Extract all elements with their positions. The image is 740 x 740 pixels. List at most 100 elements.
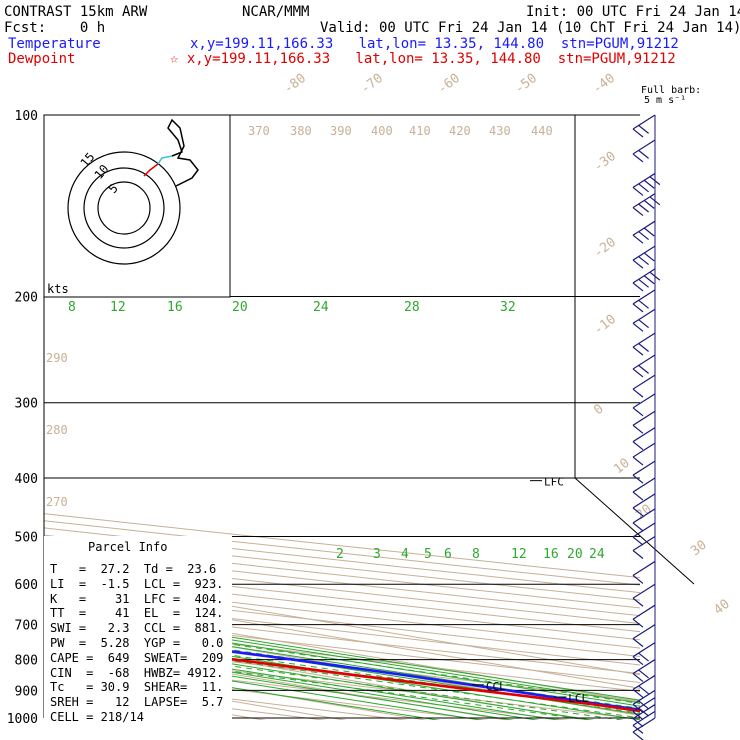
pressure-tick-label: 1000 xyxy=(7,712,38,727)
mixing-ratio-line xyxy=(44,626,640,720)
parcel-info-row: SWI = 2.3 CCL = 881. xyxy=(50,621,224,636)
theta-tick-label: 290 xyxy=(46,351,68,365)
temperature-tick-label: -50 xyxy=(512,71,540,97)
dewpoint-location: ☆ x,y=199.11,166.33 lat,lon= 13.35, 144.… xyxy=(170,51,676,67)
wind-barb xyxy=(632,410,656,434)
mixing-ratio-line xyxy=(44,607,640,701)
wind-barb xyxy=(632,535,656,559)
mixing-ratio-label: 16 xyxy=(167,300,183,315)
hodograph-trace-mid xyxy=(157,155,173,165)
wind-barb-flag xyxy=(632,368,644,378)
wind-barb-staff xyxy=(632,268,656,284)
wind-barb-flag xyxy=(632,688,644,698)
theta-tick-label: 400 xyxy=(371,124,393,138)
wind-barb-staff xyxy=(632,410,656,426)
pressure-tick-label: 400 xyxy=(15,472,38,487)
wind-barb-flag xyxy=(632,550,644,559)
level-label-lfc: LFC xyxy=(544,476,564,489)
dewpoint-legend: Dewpoint xyxy=(8,51,76,67)
center-name: NCAR/MMM xyxy=(242,4,310,20)
valid-time: Valid: 00 UTC Fri 24 Jan 14 (10 ChT Fri … xyxy=(320,20,740,36)
wind-barb-staff xyxy=(632,354,656,370)
wind-barb-flag xyxy=(632,282,644,292)
wind-barb xyxy=(632,717,656,740)
parcel-info-row: Tc = 30.9 SHEAR= 11. xyxy=(50,680,224,695)
mixing-ratio-label: 5 xyxy=(424,547,432,562)
parcel-info-title: Parcel Info xyxy=(88,540,168,554)
temperature-tick-label: 20 xyxy=(633,502,655,523)
wind-barb-staff xyxy=(632,659,656,675)
wind-barb xyxy=(632,354,656,378)
wind-barb-flag xyxy=(638,299,649,309)
parcel-info-row: TT = 41 EL = 124. xyxy=(50,606,224,621)
mixing-ratio-label: 20 xyxy=(232,300,248,315)
theta-tick-label: 430 xyxy=(489,124,511,138)
pressure-tick-label: 300 xyxy=(15,397,38,412)
dry-adiabat-line xyxy=(44,549,640,617)
wind-barb-flag xyxy=(632,441,644,451)
hodograph-frame xyxy=(43,114,231,298)
pressure-tick-label: 600 xyxy=(15,578,38,593)
theta-tick-label: 370 xyxy=(248,124,270,138)
pressure-tick-label: 700 xyxy=(15,619,38,634)
wind-barb-staff xyxy=(632,583,656,599)
wind-barb-flag xyxy=(632,303,644,313)
mixing-ratio-label: 28 xyxy=(404,300,420,315)
wind-barb-staff xyxy=(632,477,656,493)
dry-adiabat-line xyxy=(44,647,640,720)
temperature-tick-label: -30 xyxy=(591,149,619,175)
wind-barb-staff xyxy=(632,704,656,720)
dry-adiabat-line xyxy=(44,621,640,692)
pressure-tick-label: 100 xyxy=(15,109,38,124)
wind-barb xyxy=(632,508,656,532)
theta-tick-label: 380 xyxy=(290,124,312,138)
pressure-tick-label: 800 xyxy=(15,654,38,669)
wind-barb-flag xyxy=(632,731,644,740)
wind-barb-flag xyxy=(643,252,655,262)
wind-barb-flag xyxy=(632,259,644,269)
mixing-ratio-label: 20 xyxy=(567,547,583,562)
temperature-legend: Temperature xyxy=(8,36,101,52)
temperature-tick-label: 40 xyxy=(711,597,733,618)
wind-barb-flag xyxy=(632,128,644,138)
mixing-ratio-label: 12 xyxy=(511,547,527,562)
wind-barb xyxy=(632,659,656,683)
temperature-tick-label: -10 xyxy=(591,312,619,338)
parcel-info-row: CAPE = 649 SWEAT= 209 xyxy=(50,650,224,665)
wind-barb xyxy=(632,427,656,451)
hodograph-trace-low xyxy=(143,163,159,177)
wind-barb xyxy=(632,522,656,546)
wind-barb-flag xyxy=(632,522,644,532)
model-name: CONTRAST 15km ARW xyxy=(4,4,148,20)
wind-barb-flag xyxy=(632,186,644,196)
wind-barb-staff xyxy=(632,374,656,390)
wind-barb-flag xyxy=(649,196,661,206)
wind-barb-staff xyxy=(632,535,656,551)
mixing-ratio-label: 4 xyxy=(401,547,409,562)
wind-barb-staff xyxy=(632,393,656,409)
theta-tick-label: 440 xyxy=(531,124,553,138)
mixing-ratio-line xyxy=(44,642,540,720)
mixing-ratio-line xyxy=(44,657,441,720)
wind-barb xyxy=(632,268,661,292)
wind-barb-staff xyxy=(632,689,656,705)
dry-adiabat-line xyxy=(44,520,640,586)
wind-barb-flag xyxy=(632,638,644,648)
wind-barb-flag xyxy=(632,536,644,546)
theta-tick-label: 270 xyxy=(46,495,68,509)
mixing-ratio-label: 3 xyxy=(373,547,381,562)
mixing-ratio-line xyxy=(44,634,595,720)
wind-barb-flag xyxy=(638,231,649,241)
mixing-ratio-label: 8 xyxy=(68,300,76,315)
mixing-ratio-line xyxy=(44,610,640,704)
wind-barb-flag xyxy=(632,474,644,484)
wind-barb-staff xyxy=(632,114,656,130)
wind-barb-staff xyxy=(632,560,656,576)
wind-barb-staff xyxy=(632,289,656,305)
barb-legend-title: Full barb: xyxy=(641,85,701,96)
dry-adiabat-line xyxy=(44,542,640,609)
hodograph-ring xyxy=(67,151,181,265)
temperature-tick-label: 0 xyxy=(591,402,606,419)
wind-barb-staff xyxy=(632,624,656,640)
wind-barb xyxy=(632,220,656,244)
